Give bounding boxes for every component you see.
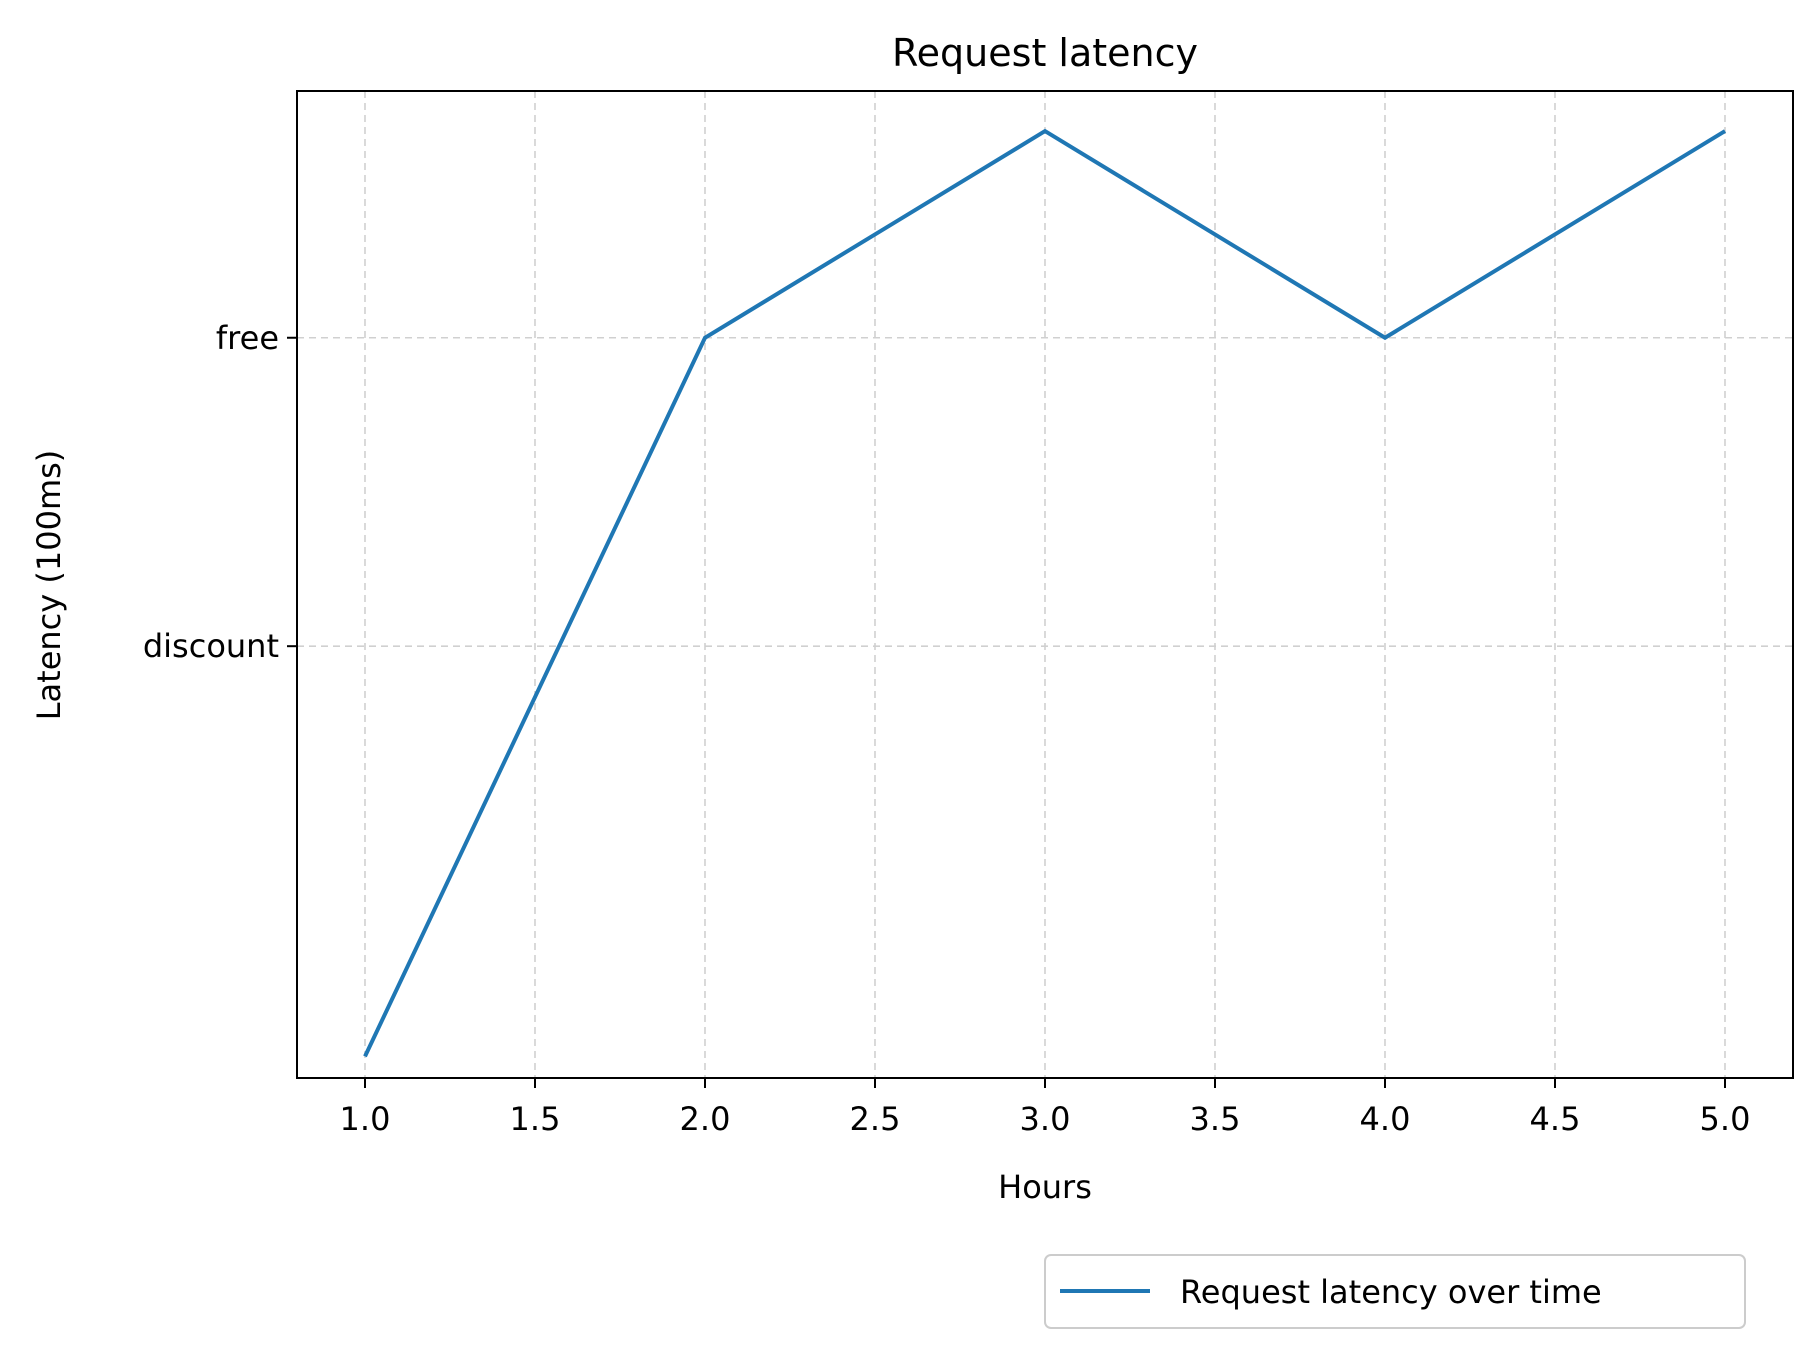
chart-title: Request latency [892,31,1198,75]
series-line [363,128,1727,1058]
legend: Request latency over time [1044,1254,1746,1329]
x-axis-label: Hours [998,1168,1092,1206]
x-axis-ticks: 1.0 1.5 2.0 2.5 3.0 3.5 4.0 4.5 5.0 [340,1078,1751,1138]
x-tick-label: 5.0 [1700,1100,1751,1138]
x-tick-label: 2.0 [680,1100,731,1138]
x-tick-label: 3.0 [1020,1100,1071,1138]
series-layer [363,128,1727,1058]
y-axis-ticks: discount free [143,319,297,665]
x-tick-label: 3.5 [1190,1100,1241,1138]
y-tick-label: free [216,319,279,357]
legend-entry-label: Request latency over time [1180,1273,1602,1311]
y-axis-label: Latency (100ms) [30,450,68,721]
x-tick-label: 4.0 [1360,1100,1411,1138]
grid-lines [297,91,1793,1078]
legend-box [1044,1254,1746,1329]
y-tick-label: discount [143,627,279,665]
x-tick-label: 1.5 [510,1100,561,1138]
x-tick-label: 2.5 [850,1100,901,1138]
x-tick-label: 1.0 [340,1100,391,1138]
chart-title-text: Request latency [892,31,1198,75]
x-tick-label: 4.5 [1530,1100,1581,1138]
